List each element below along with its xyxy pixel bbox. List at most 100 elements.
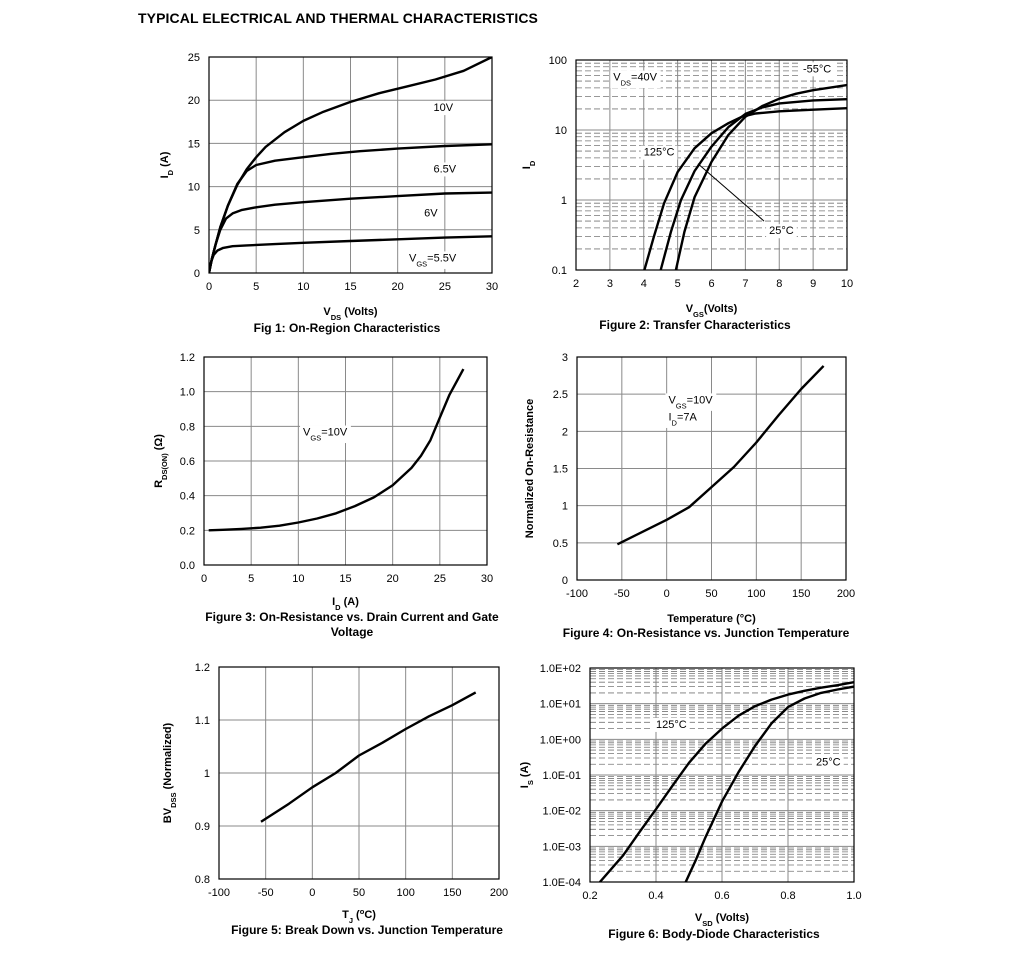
annotation-label: 125°C xyxy=(640,145,678,160)
x-tick-label: 4 xyxy=(641,278,647,290)
y-tick-label: 20 xyxy=(188,95,200,107)
x-axis-label: VDS (Volts) xyxy=(323,306,378,322)
series-line-2 xyxy=(674,83,847,270)
x-tick-label: 9 xyxy=(810,278,816,290)
x-tick-label: 100 xyxy=(396,887,414,899)
annotation-text: VGS=10V xyxy=(668,394,713,410)
x-axis-label: TJ (oC) xyxy=(342,907,376,925)
x-tick-label: 100 xyxy=(747,588,765,600)
annotation-text: 25°C xyxy=(769,225,794,237)
x-tick-label: -50 xyxy=(614,588,630,600)
annotation-label: 10V xyxy=(430,101,457,116)
annotation-text: -55°C xyxy=(803,63,831,75)
series-line-3 xyxy=(209,235,492,273)
x-tick-label: 0.2 xyxy=(582,890,597,902)
y-tick-label: 1.0E-04 xyxy=(542,877,581,889)
series-line-0 xyxy=(616,365,825,546)
x-tick-label: 10 xyxy=(297,281,309,293)
x-tick-label: 10 xyxy=(841,278,853,290)
y-tick-label: 3 xyxy=(562,352,568,364)
annotation-label: 125°C xyxy=(653,717,690,732)
x-tick-label: 20 xyxy=(392,281,404,293)
series-line-2 xyxy=(209,191,492,273)
figure-caption: Voltage xyxy=(331,625,374,639)
annotation-label: VGS=10V xyxy=(665,393,717,411)
x-axis-label: ID (A) xyxy=(332,596,359,612)
annotation-text: 6V xyxy=(424,208,438,220)
x-tick-label: -100 xyxy=(566,588,588,600)
figure-caption: Figure 2: Transfer Characteristics xyxy=(599,318,791,332)
annotation-text: VDS=40V xyxy=(613,72,657,88)
y-tick-label: 1.0 xyxy=(180,387,195,399)
figure-caption: Figure 6: Body-Diode Characteristics xyxy=(608,927,820,941)
x-tick-label: 0 xyxy=(664,588,670,600)
x-tick-label: 200 xyxy=(837,588,855,600)
x-tick-label: 25 xyxy=(439,281,451,293)
y-axis-label: IS (A) xyxy=(519,761,535,788)
series-line-0 xyxy=(643,107,847,270)
y-tick-label: 0.1 xyxy=(552,265,567,277)
y-tick-label: 0.8 xyxy=(180,421,195,433)
x-tick-label: 2 xyxy=(573,278,579,290)
y-tick-label: 0.4 xyxy=(180,491,195,503)
y-tick-label: 1.1 xyxy=(195,715,210,727)
annotation-text: VGS=10V xyxy=(303,427,348,443)
y-tick-label: 1.2 xyxy=(195,662,210,674)
y-axis-label: ID xyxy=(521,160,537,169)
x-tick-label: 30 xyxy=(481,573,493,585)
x-tick-label: 0.8 xyxy=(780,890,795,902)
annotation-label: 6.5V xyxy=(430,162,460,177)
annotation-label: 25°C xyxy=(766,224,797,239)
y-tick-label: 2.5 xyxy=(553,389,568,401)
x-axis-label: Temperature (°C) xyxy=(667,613,756,625)
y-axis-label: Normalized On-Resistance xyxy=(524,399,536,538)
annotation-label: 25°C xyxy=(813,755,844,770)
y-tick-label: 1.0E-03 xyxy=(542,841,581,853)
x-tick-label: 15 xyxy=(339,573,351,585)
x-tick-label: 1.0 xyxy=(846,890,861,902)
x-tick-label: 15 xyxy=(344,281,356,293)
x-tick-label: 25 xyxy=(434,573,446,585)
series-line-0 xyxy=(598,681,854,882)
x-axis-label: VGS(Volts) xyxy=(686,303,738,319)
annotation-text: 25°C xyxy=(816,756,841,768)
y-axis-label: RDS(ON) (Ω) xyxy=(153,434,169,488)
y-tick-label: 15 xyxy=(188,138,200,150)
annotation-text: 10V xyxy=(434,102,454,114)
y-tick-label: 10 xyxy=(555,125,567,137)
x-tick-label: 50 xyxy=(705,588,717,600)
figure-caption: Figure 5: Break Down vs. Junction Temper… xyxy=(231,923,503,937)
annotation-text: VGS=5.5V xyxy=(409,252,457,268)
y-tick-label: 1 xyxy=(561,195,567,207)
y-tick-label: 1.0E+01 xyxy=(540,699,581,711)
y-tick-label: 2 xyxy=(562,426,568,438)
x-tick-label: 5 xyxy=(253,281,259,293)
series-line-1 xyxy=(659,98,847,270)
x-tick-label: 5 xyxy=(248,573,254,585)
y-tick-label: 1.2 xyxy=(180,352,195,364)
x-tick-label: 3 xyxy=(607,278,613,290)
y-tick-label: 1.0E+02 xyxy=(540,663,581,675)
x-tick-label: 20 xyxy=(387,573,399,585)
figure-caption: Figure 3: On-Resistance vs. Drain Curren… xyxy=(205,610,499,624)
y-tick-label: 1.5 xyxy=(553,464,568,476)
y-tick-label: 1.0E+00 xyxy=(540,734,581,746)
series-line-0 xyxy=(208,368,465,532)
annotation-label: VGS=5.5V xyxy=(405,251,460,269)
y-tick-label: 0 xyxy=(562,575,568,587)
y-tick-label: 5 xyxy=(194,225,200,237)
x-tick-label: 5 xyxy=(675,278,681,290)
annotation-label: ID=7A xyxy=(665,410,701,428)
y-tick-label: 25 xyxy=(188,52,200,64)
annotation-leader-line xyxy=(697,163,765,222)
plot-frame xyxy=(203,356,488,566)
x-tick-label: 0 xyxy=(201,573,207,585)
x-tick-label: 200 xyxy=(490,887,508,899)
x-tick-label: -50 xyxy=(258,887,274,899)
y-tick-label: 0.0 xyxy=(180,560,195,572)
y-tick-label: 0 xyxy=(194,268,200,280)
y-tick-label: 0.8 xyxy=(195,874,210,886)
